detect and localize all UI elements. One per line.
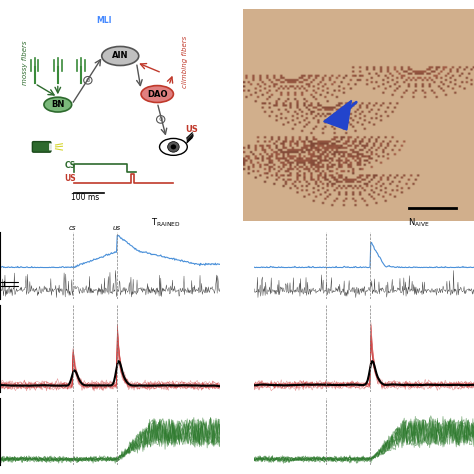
Circle shape bbox=[84, 76, 92, 84]
Text: $\rm N_{AIVE}$: $\rm N_{AIVE}$ bbox=[408, 217, 429, 229]
Ellipse shape bbox=[102, 46, 139, 65]
Text: AIN: AIN bbox=[112, 52, 128, 61]
Text: CS: CS bbox=[65, 161, 76, 170]
Polygon shape bbox=[324, 100, 351, 130]
Circle shape bbox=[156, 116, 165, 123]
Ellipse shape bbox=[141, 86, 173, 102]
Text: climbing fibers: climbing fibers bbox=[182, 36, 188, 89]
Ellipse shape bbox=[44, 97, 72, 112]
Text: US: US bbox=[185, 125, 198, 134]
Text: BN: BN bbox=[51, 100, 64, 109]
Text: mossy fibers: mossy fibers bbox=[22, 40, 28, 84]
Text: 100 ms: 100 ms bbox=[72, 193, 100, 202]
Polygon shape bbox=[50, 144, 60, 150]
Text: ⊕: ⊕ bbox=[158, 117, 163, 122]
Text: DAO: DAO bbox=[147, 90, 167, 99]
Text: us: us bbox=[113, 225, 121, 231]
Circle shape bbox=[171, 145, 176, 149]
FancyBboxPatch shape bbox=[32, 142, 51, 152]
Text: $\rm T_{RAINED}$: $\rm T_{RAINED}$ bbox=[151, 217, 180, 229]
Ellipse shape bbox=[160, 138, 187, 155]
Text: cs: cs bbox=[69, 225, 76, 231]
Text: US: US bbox=[65, 173, 76, 182]
Text: ⊖: ⊖ bbox=[85, 78, 90, 83]
Circle shape bbox=[168, 142, 179, 152]
Text: MLI: MLI bbox=[96, 16, 112, 25]
